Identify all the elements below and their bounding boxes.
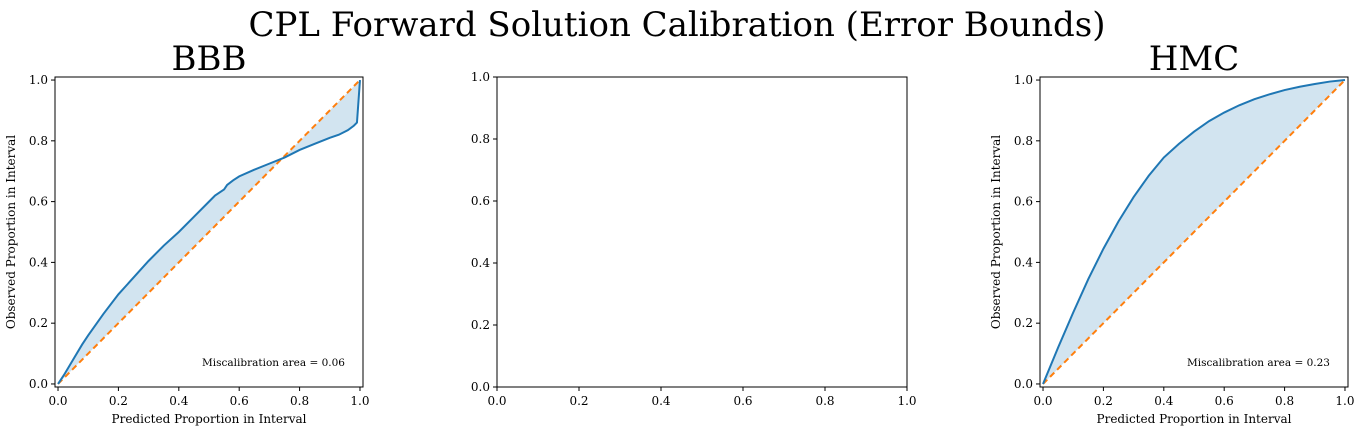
y-tick-label: 1.0 (29, 73, 48, 87)
axes-frame (1039, 76, 1349, 388)
y-tick-label: 0.8 (471, 132, 490, 146)
x-tick-label: 1.0 (1335, 394, 1354, 408)
x-tick-label: 0.6 (733, 394, 752, 408)
calibration-curve (1042, 79, 1346, 385)
y-tick-label: 0.0 (1014, 377, 1033, 391)
y-tick-label: 1.0 (471, 70, 490, 84)
ideal-calibration-line (1042, 79, 1346, 385)
ideal-calibration-line (57, 79, 361, 385)
y-axis-label: Observed Proportion in Interval (4, 135, 18, 329)
figure-suptitle: CPL Forward Solution Calibration (Error … (248, 5, 1105, 45)
x-tick-label: 0.6 (230, 394, 249, 408)
y-tick-label: 0.4 (29, 255, 48, 269)
y-tick-label: 0.8 (1014, 134, 1033, 148)
y-tick-label: 0.2 (1014, 316, 1033, 330)
x-tick-label: 0.8 (815, 394, 834, 408)
axes-frame (54, 76, 364, 388)
x-tick-label: 0.2 (569, 394, 588, 408)
y-tick-label: 0.6 (29, 195, 48, 209)
y-tick-label: 0.4 (471, 256, 490, 270)
miscalibration-annotation: Miscalibration area = 0.23 (1187, 357, 1330, 369)
panel-bbb: 0.0 0.2 0.4 0.6 0.8 1.0 0.0 0.2 0.4 0.6 0.8 1.0 BBB P… (4, 39, 370, 426)
y-tick-label: 0.0 (471, 380, 490, 394)
x-tick-label: 0.4 (651, 394, 670, 408)
x-tick-label: 0.4 (169, 394, 188, 408)
y-tick-label: 0.8 (29, 134, 48, 148)
y-axis-label: Observed Proportion in Interval (989, 135, 1003, 329)
x-axis-label: Predicted Proportion in Interval (1097, 412, 1292, 426)
x-tick-label: 1.0 (350, 394, 369, 408)
panel-hmc: 0.0 0.2 0.4 0.6 0.8 1.0 0.0 0.2 0.4 0.6 0.8 1.0 HMC P… (989, 39, 1355, 426)
x-tick-label: 0.2 (109, 394, 128, 408)
x-tick-label: 0.0 (48, 394, 67, 408)
x-tick-label: 0.0 (1033, 394, 1052, 408)
x-tick-label: 0.2 (1094, 394, 1113, 408)
y-tick-label: 0.6 (1014, 195, 1033, 209)
y-tick-label: 0.4 (1014, 255, 1033, 269)
calibration-curve (57, 79, 361, 385)
axes-frame (496, 76, 908, 388)
y-tick-label: 1.0 (1014, 73, 1033, 87)
y-tick-label: 0.0 (29, 377, 48, 391)
x-tick-label: 0.4 (1154, 394, 1173, 408)
x-tick-label: 0.6 (1215, 394, 1234, 408)
y-tick-label: 0.2 (29, 316, 48, 330)
y-tick-label: 0.2 (471, 318, 490, 332)
panel-empty: 0.0 0.2 0.4 0.6 0.8 1.0 0.0 0.2 0.4 0.6 0.8 1.0 (471, 70, 917, 408)
panel-title: BBB (172, 39, 247, 79)
x-tick-label: 0.0 (487, 394, 506, 408)
x-tick-label: 1.0 (897, 394, 916, 408)
x-tick-label: 0.8 (1275, 394, 1294, 408)
miscalibration-annotation: Miscalibration area = 0.06 (202, 357, 345, 369)
y-tick-label: 0.6 (471, 194, 490, 208)
x-tick-label: 0.8 (290, 394, 309, 408)
panel-title: HMC (1149, 39, 1239, 79)
x-axis-label: Predicted Proportion in Interval (112, 412, 307, 426)
